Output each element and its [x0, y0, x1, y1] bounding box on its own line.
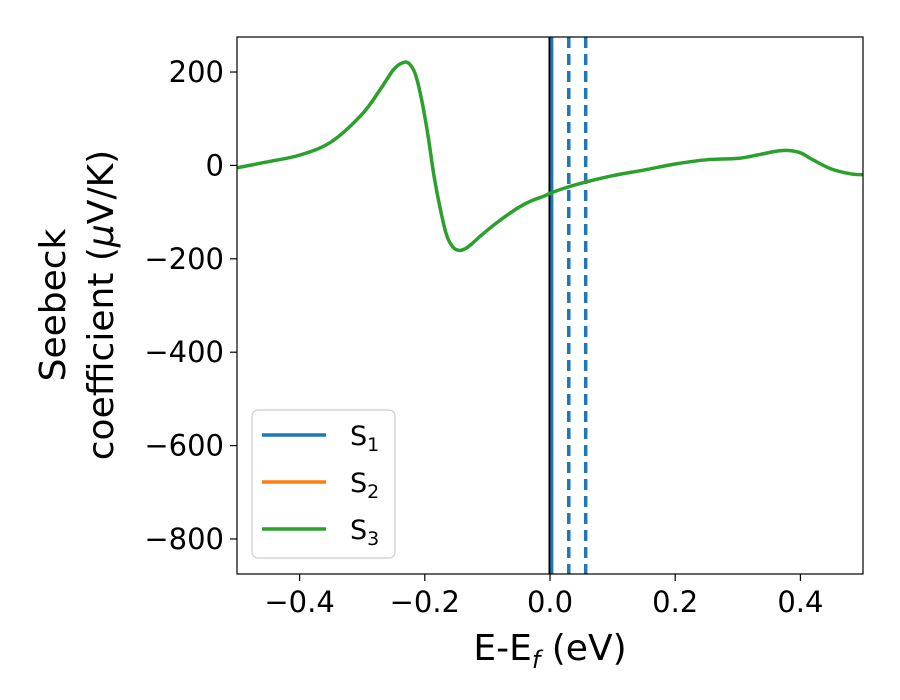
- x-tick-label: −0.4: [264, 585, 334, 619]
- y-tick-label: −800: [144, 522, 224, 556]
- axis-ticks: −0.4 −0.2 0.0 0.2 0.4 200 0 −200 −400 −600 −800: [144, 55, 823, 619]
- legend-label-s1: S1: [350, 421, 379, 456]
- x-tick-label: 0.4: [777, 585, 823, 619]
- x-tick-label: 0.2: [652, 585, 698, 619]
- y-axis-title-line2: coefficient (μV/K): [81, 150, 122, 460]
- y-tick-label: −400: [144, 335, 224, 369]
- y-axis-title: Seebeck coefficient (μV/K): [33, 150, 122, 460]
- x-tick-label: 0.0: [527, 585, 573, 619]
- y-tick-label: 200: [169, 55, 224, 89]
- plot-area: [237, 37, 863, 574]
- y-tick-label: 0: [206, 148, 224, 182]
- series-line-s3: [237, 60, 863, 253]
- legend-label-s3: S3: [350, 515, 379, 550]
- x-axis-title: E-Ef (eV): [473, 628, 626, 674]
- y-tick-label: −200: [144, 242, 224, 276]
- legend: S1 S2 S3: [251, 409, 396, 559]
- legend-box: [251, 409, 396, 559]
- x-tick-label: −0.2: [390, 585, 460, 619]
- y-tick-label: −600: [144, 429, 224, 463]
- y-axis-title-line1: Seebeck: [33, 228, 74, 381]
- legend-label-s2: S2: [350, 468, 379, 503]
